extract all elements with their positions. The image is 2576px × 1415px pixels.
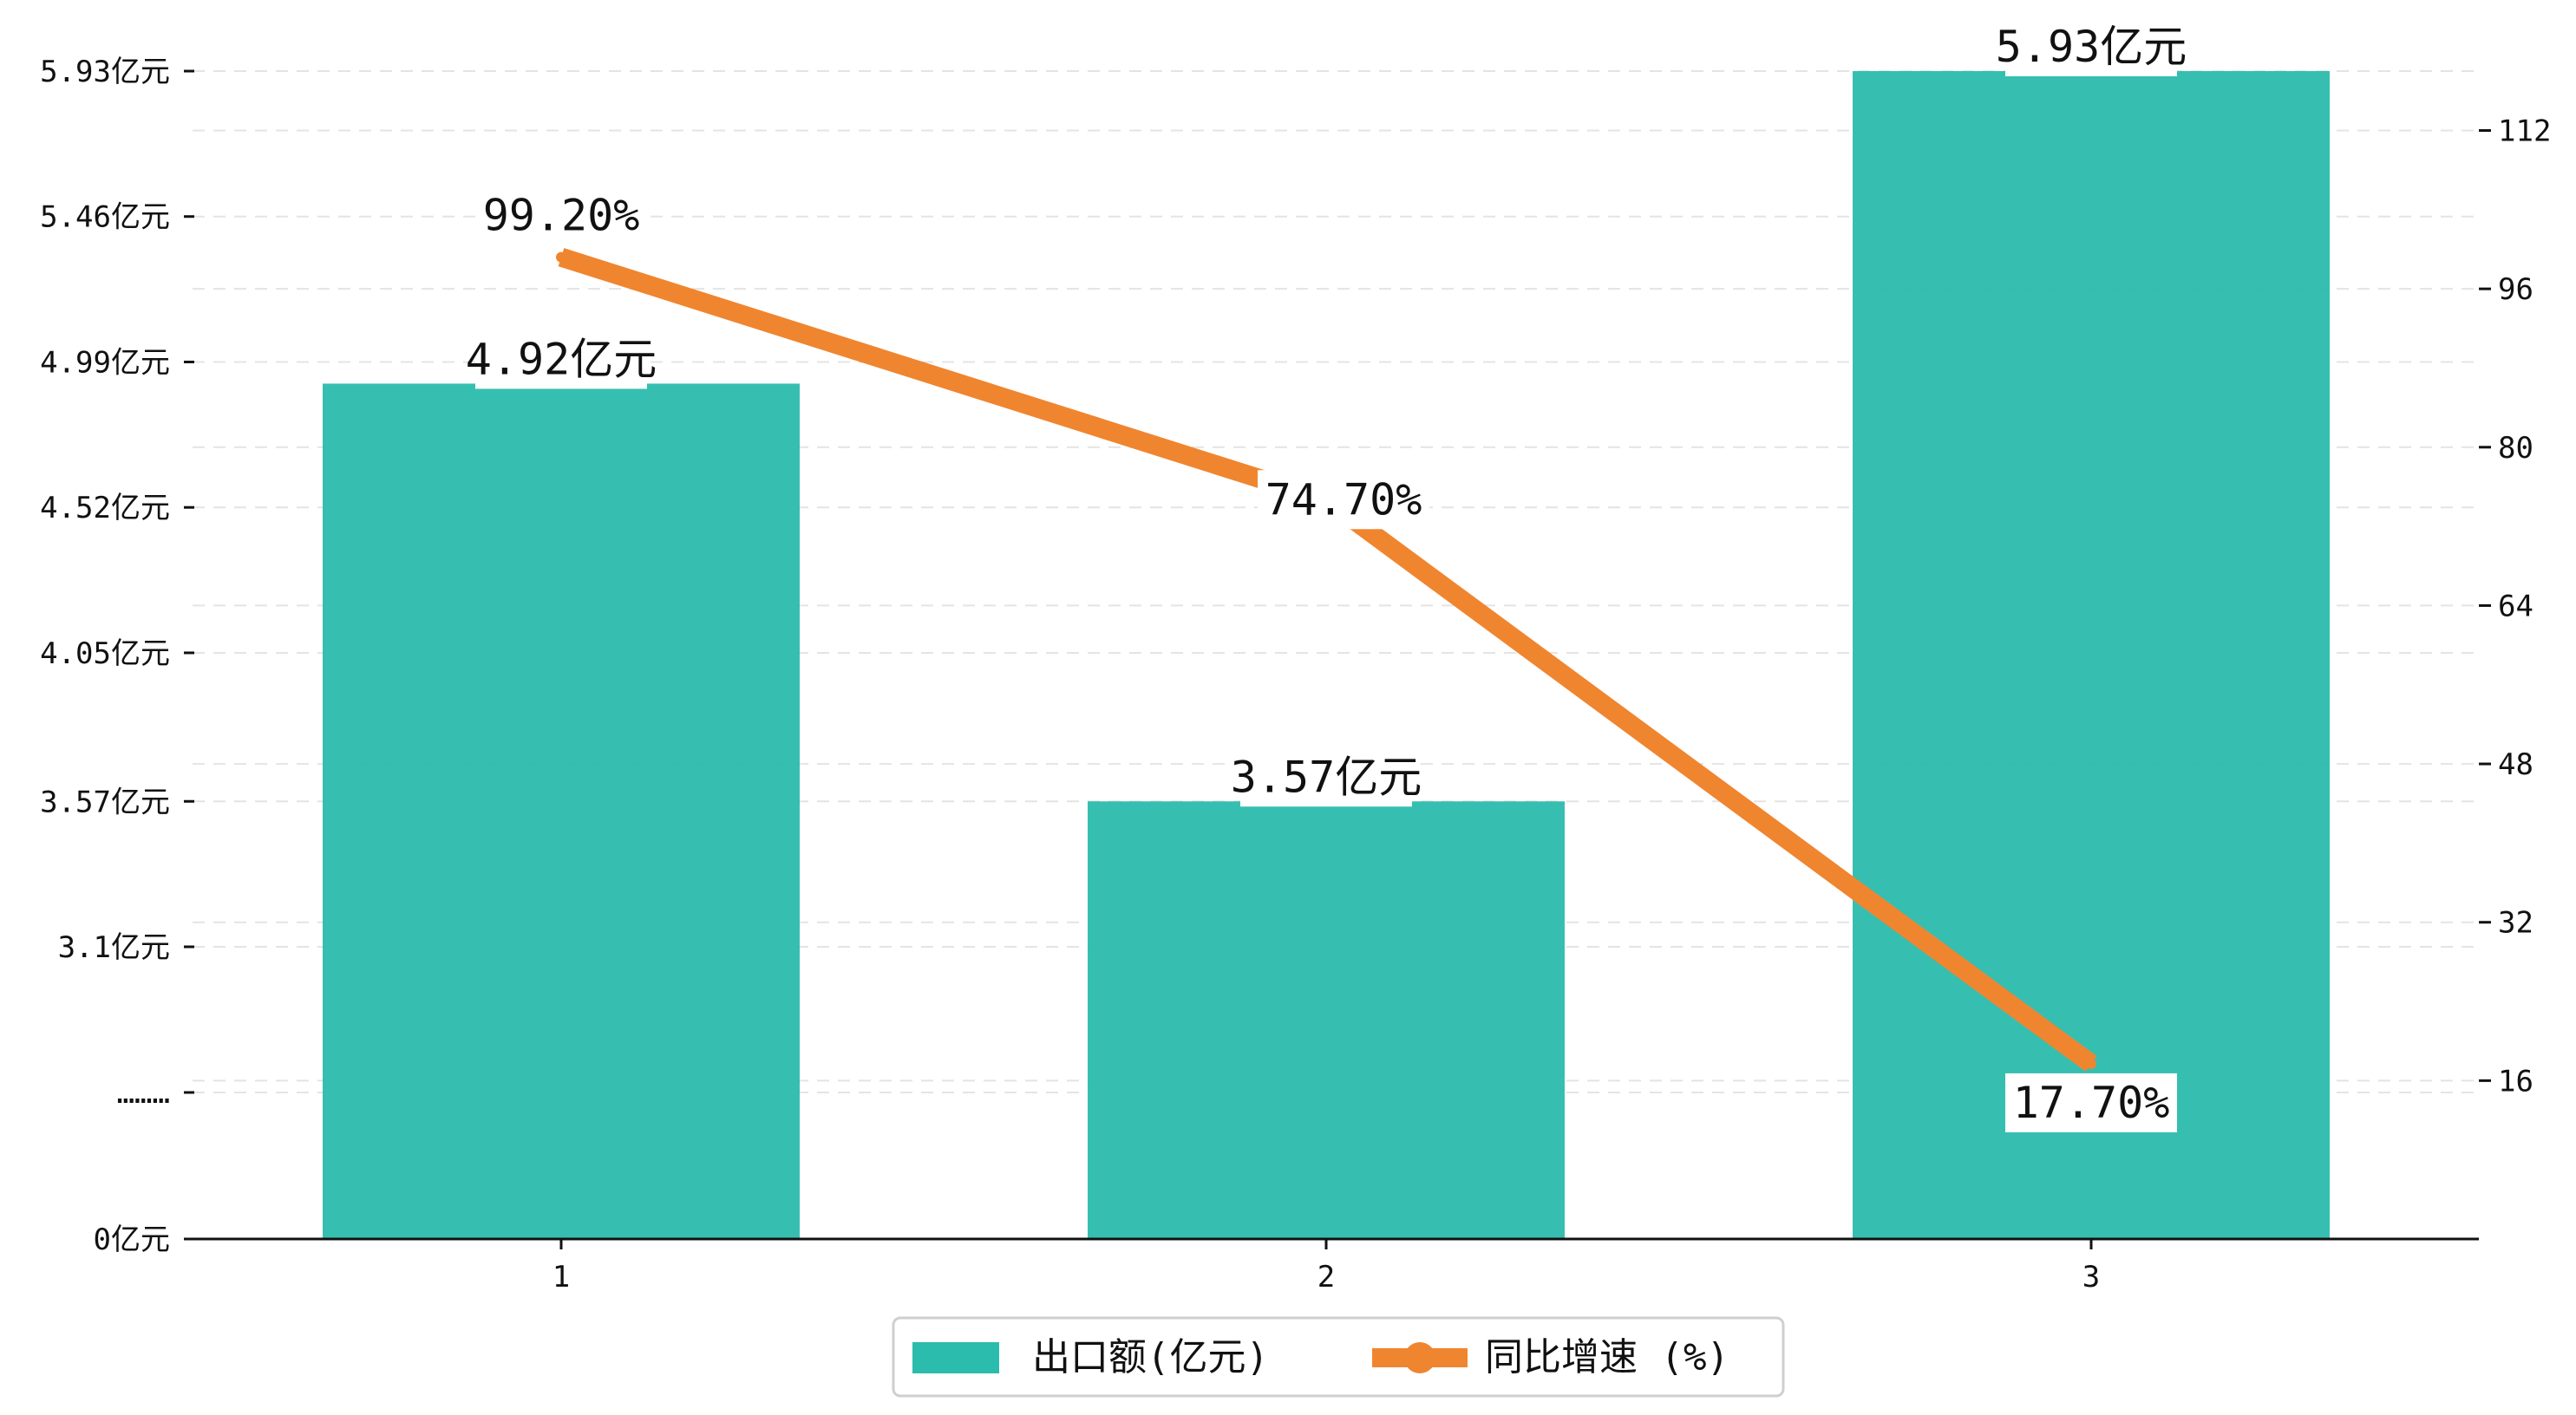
- legend-swatch-marker: [1404, 1342, 1435, 1373]
- right-tick-label-16: 16: [2498, 1064, 2534, 1099]
- right-tick-label-64: 64: [2498, 589, 2534, 623]
- bar-3: [1853, 71, 2330, 1239]
- left-tick-label-8: 5.93亿元: [40, 55, 170, 89]
- data-labels: 4.92亿元 3.57亿元 5.93亿元 99.20% 74.70% 17.70%: [466, 17, 2187, 1132]
- right-tick-label-96: 96: [2498, 272, 2534, 307]
- left-tick-label-1: ………: [117, 1076, 170, 1111]
- right-tick-label-112: 112: [2498, 114, 2551, 148]
- bar-2: [1088, 801, 1565, 1239]
- left-tick-label-7: 5.46亿元: [40, 200, 170, 235]
- bar-label-3-text: 5.93亿元: [1996, 22, 2187, 72]
- left-tick-label-3: 3.57亿元: [40, 785, 170, 819]
- bar-1: [323, 383, 800, 1239]
- left-tick-label-2: 3.1亿元: [58, 930, 170, 965]
- right-tick-label-80: 80: [2498, 431, 2534, 466]
- left-tick-label-0: 0亿元: [94, 1223, 170, 1257]
- line-label-3: 17.70%: [2005, 1073, 2177, 1132]
- left-tick-label-4: 4.05亿元: [40, 636, 170, 671]
- legend-label-line: 同比增速 (%): [1485, 1335, 1729, 1379]
- x-tick-label-3: 3: [2082, 1260, 2100, 1294]
- bar-label-2: 3.57亿元: [1231, 747, 1422, 807]
- legend-label-bar: 出口额(亿元): [1032, 1335, 1269, 1379]
- line-label-3-box: [2005, 1073, 2177, 1132]
- line-label-2-text: 74.70%: [1265, 474, 1422, 525]
- bar-label-1-box: [475, 329, 647, 389]
- growth-point-3: [2086, 1058, 2096, 1069]
- bar-label-2-box: [1240, 747, 1412, 807]
- line-label-3-text: 17.70%: [2013, 1078, 2170, 1128]
- right-tick-label-32: 32: [2498, 906, 2534, 941]
- left-tick-label-5: 4.52亿元: [40, 491, 170, 525]
- legend-box: [892, 1316, 1785, 1398]
- bar-label-3-box: [2005, 17, 2177, 76]
- bar-label-3: 5.93亿元: [1996, 17, 2187, 76]
- line-label-2: 74.70%: [1258, 470, 1429, 530]
- left-tick-label-6: 4.99亿元: [40, 345, 170, 380]
- bar-label-2-text: 3.57亿元: [1231, 752, 1422, 802]
- line-label-1-text: 99.20%: [483, 191, 640, 241]
- legend-swatch-bar: [912, 1342, 999, 1373]
- growth-point-1: [556, 251, 566, 263]
- legend: 出口额(亿元) 同比增速 (%): [892, 1316, 1785, 1398]
- bar-label-1-text: 4.92亿元: [466, 334, 657, 384]
- x-tick-label-2: 2: [1317, 1260, 1335, 1294]
- line-label-2-box: [1258, 470, 1429, 530]
- line-label-1: 99.20%: [475, 186, 647, 245]
- right-tick-label-48: 48: [2498, 747, 2534, 782]
- bar-label-1: 4.92亿元: [466, 329, 657, 389]
- bars: [323, 71, 2330, 1239]
- line-label-1-box: [475, 186, 647, 245]
- x-tick-label-1: 1: [552, 1260, 570, 1294]
- axes: 0亿元 ……… 3.1亿元 3.57亿元 4.05亿元 4.52亿元 4.99亿元 5.46亿…: [40, 55, 2551, 1294]
